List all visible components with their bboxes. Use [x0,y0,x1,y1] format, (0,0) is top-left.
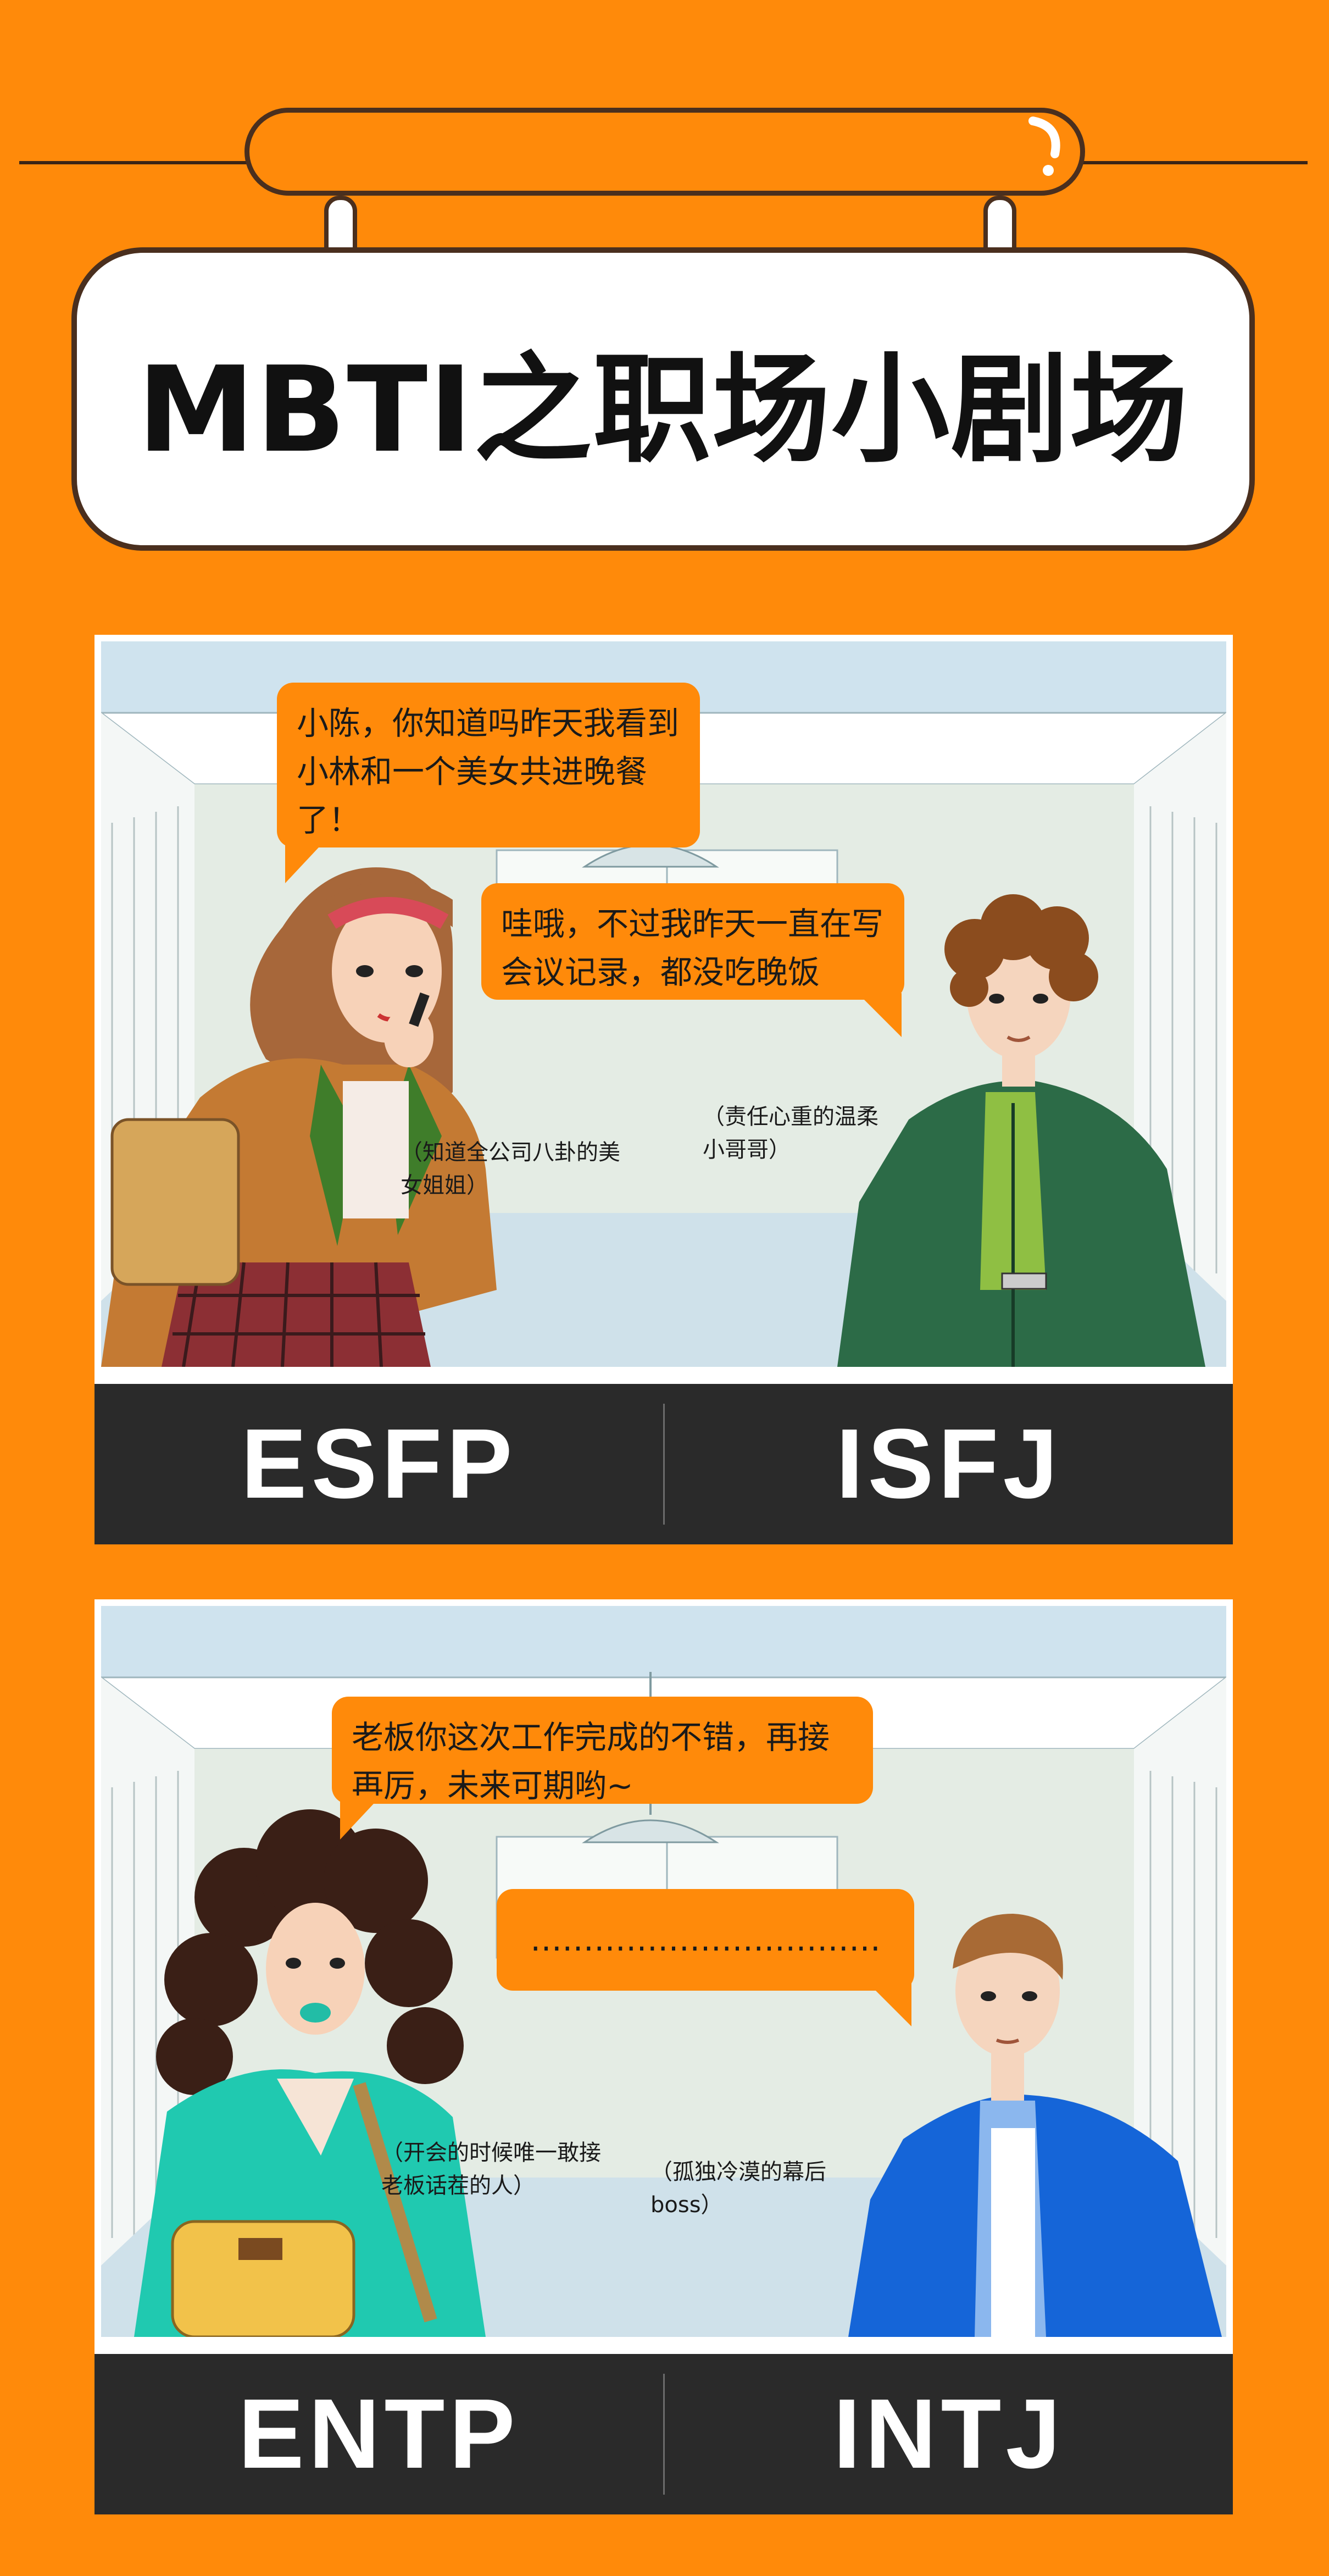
speech-bubble-text: 小陈，你知道吗昨天我看到小林和一个美女共进晚餐了！ [297,705,680,839]
speech-bubble-1: 老板你这次工作完成的不错，再接再厉，未来可期哟~ [332,1697,873,1804]
type-label-right: ISFJ [836,1409,1063,1519]
speech-bubble-1: 小陈，你知道吗昨天我看到小林和一个美女共进晚餐了！ [277,683,700,847]
speech-bubble-tail [858,993,902,1037]
type-label-right: INTJ [833,2379,1065,2489]
type-divider [663,2374,665,2495]
type-bar-2: ENTP INTJ [94,2354,1233,2514]
hanging-rail-right [1077,161,1308,164]
hanging-rail-left [19,161,250,164]
type-bar-1: ESFP ISFJ [94,1384,1233,1544]
office-scene-1: 小陈，你知道吗昨天我看到小林和一个美女共进晚餐了！ 哇哦，不过我昨天一直在写会议… [101,641,1226,1367]
man-character [848,1914,1222,2337]
speech-bubble-tail [285,839,326,883]
speech-bubble-tail [340,1796,381,1840]
character-caption-left: （知道全公司八卦的美女姐姐） [401,1140,620,1198]
speech-bubble-text: …………………………… [530,1921,881,1958]
speech-bubble-text: 老板你这次工作完成的不错，再接再厉，未来可期哟~ [352,1719,830,1804]
speech-bubble-text: 哇哦，不过我昨天一直在写会议记录，都没吃晚饭 [501,905,884,991]
office-scene-2: 老板你这次工作完成的不错，再接再厉，未来可期哟~ …………………………… （开会… [101,1606,1226,2337]
man-character [837,894,1205,1367]
comic-panel-1: 小陈，你知道吗昨天我看到小林和一个美女共进晚餐了！ 哇哦，不过我昨天一直在写会议… [94,635,1233,1544]
speech-bubble-2: 哇哦，不过我昨天一直在写会议记录，都没吃晚饭 [481,883,904,1000]
woman-character [134,1809,486,2337]
hanger-bar [244,108,1085,196]
type-divider [663,1404,665,1525]
page-title: MBTI之职场小剧场 [137,340,1189,479]
type-label-left: ENTP [238,2379,520,2489]
shine-icon [1028,117,1060,176]
title-card: MBTI之职场小剧场 [71,247,1255,551]
character-caption-right: （孤独冷漠的幕后boss） [650,2159,826,2218]
type-label-left: ESFP [241,1409,517,1519]
speech-bubble-tail [868,1982,911,2026]
woman-character [101,867,497,1367]
character-caption-right: （责任心重的温柔小哥哥） [703,1104,878,1162]
comic-panel-2: 老板你这次工作完成的不错，再接再厉，未来可期哟~ …………………………… （开会… [94,1599,1233,2514]
character-caption-left: （开会的时候唯一敢接老板话茬的人） [381,2140,601,2198]
speech-bubble-2: …………………………… [497,1889,914,1991]
